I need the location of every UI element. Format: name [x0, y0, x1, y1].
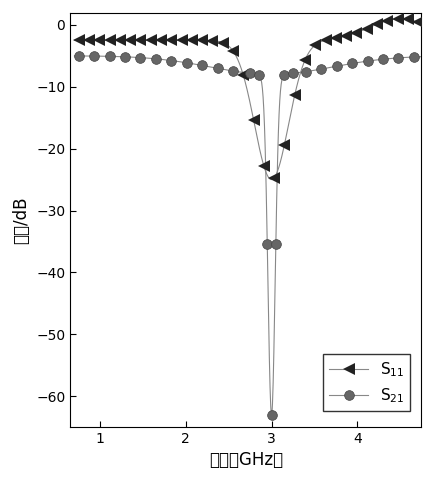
- Legend: S$_{11}$, S$_{21}$: S$_{11}$, S$_{21}$: [323, 354, 411, 411]
- Y-axis label: 幅度/dB: 幅度/dB: [13, 196, 30, 243]
- X-axis label: 频率（GHz）: 频率（GHz）: [209, 452, 283, 469]
